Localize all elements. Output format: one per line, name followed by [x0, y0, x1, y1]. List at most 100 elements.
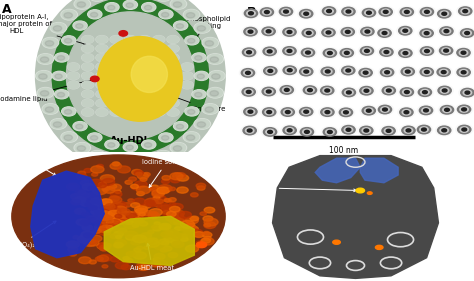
Circle shape — [246, 109, 255, 114]
Circle shape — [302, 29, 315, 37]
Circle shape — [267, 50, 272, 53]
Circle shape — [457, 105, 471, 114]
Circle shape — [171, 143, 185, 152]
Circle shape — [137, 246, 143, 250]
Circle shape — [342, 88, 356, 97]
Circle shape — [264, 29, 273, 34]
Circle shape — [143, 204, 151, 208]
Circle shape — [422, 69, 431, 75]
Circle shape — [366, 109, 371, 112]
Circle shape — [124, 143, 137, 151]
Circle shape — [280, 86, 293, 94]
Circle shape — [158, 185, 172, 192]
Circle shape — [111, 54, 121, 61]
Circle shape — [171, 178, 180, 183]
Circle shape — [82, 54, 93, 61]
Circle shape — [100, 222, 108, 226]
Circle shape — [197, 74, 204, 79]
Circle shape — [241, 69, 255, 77]
Circle shape — [99, 214, 110, 220]
Circle shape — [176, 124, 183, 129]
Circle shape — [405, 70, 410, 73]
Circle shape — [91, 209, 102, 215]
Circle shape — [384, 128, 393, 133]
Circle shape — [386, 89, 391, 92]
Circle shape — [185, 36, 199, 45]
Circle shape — [204, 207, 215, 213]
Circle shape — [126, 251, 136, 257]
Circle shape — [460, 107, 468, 112]
Circle shape — [154, 100, 164, 107]
Circle shape — [287, 129, 292, 132]
Circle shape — [134, 209, 147, 216]
Circle shape — [105, 3, 119, 12]
Circle shape — [110, 213, 121, 219]
Circle shape — [438, 10, 451, 18]
Circle shape — [345, 90, 353, 95]
Circle shape — [195, 23, 210, 32]
Circle shape — [376, 104, 393, 115]
Circle shape — [440, 27, 453, 35]
Circle shape — [93, 187, 107, 195]
Circle shape — [404, 90, 409, 94]
Circle shape — [154, 36, 164, 43]
Circle shape — [148, 212, 160, 218]
Circle shape — [109, 212, 115, 216]
Circle shape — [422, 30, 431, 36]
Circle shape — [208, 55, 222, 64]
Circle shape — [304, 12, 309, 15]
Circle shape — [112, 213, 121, 217]
Circle shape — [268, 69, 273, 72]
Circle shape — [420, 89, 429, 95]
Circle shape — [136, 173, 142, 176]
Circle shape — [326, 129, 334, 135]
Circle shape — [53, 122, 62, 127]
Circle shape — [167, 90, 179, 98]
Circle shape — [145, 143, 152, 147]
Circle shape — [114, 243, 123, 248]
Circle shape — [147, 238, 158, 244]
Circle shape — [53, 26, 62, 31]
Circle shape — [96, 81, 108, 89]
Circle shape — [195, 119, 210, 128]
Circle shape — [153, 190, 159, 193]
Circle shape — [142, 3, 156, 12]
Circle shape — [125, 72, 136, 79]
Circle shape — [201, 238, 214, 245]
Circle shape — [344, 68, 353, 73]
Circle shape — [321, 47, 338, 58]
Circle shape — [124, 221, 137, 229]
Circle shape — [281, 108, 294, 116]
Circle shape — [96, 54, 108, 62]
Circle shape — [323, 109, 332, 115]
Circle shape — [167, 108, 179, 116]
Circle shape — [416, 87, 433, 98]
Circle shape — [111, 72, 121, 79]
Circle shape — [193, 90, 205, 98]
Circle shape — [207, 87, 223, 98]
Circle shape — [131, 185, 141, 190]
Circle shape — [439, 69, 448, 75]
Circle shape — [200, 212, 206, 216]
Circle shape — [91, 135, 98, 140]
Circle shape — [328, 130, 332, 133]
Circle shape — [155, 151, 172, 161]
Text: A: A — [2, 3, 12, 16]
Circle shape — [420, 29, 433, 37]
Circle shape — [168, 90, 178, 98]
Circle shape — [166, 231, 173, 235]
Circle shape — [110, 234, 119, 239]
Circle shape — [96, 90, 108, 98]
Circle shape — [110, 63, 122, 71]
Circle shape — [57, 92, 64, 97]
Circle shape — [323, 88, 331, 93]
Circle shape — [89, 260, 96, 264]
Circle shape — [162, 210, 174, 216]
Circle shape — [261, 46, 278, 57]
Circle shape — [440, 106, 454, 114]
Circle shape — [68, 247, 78, 252]
Circle shape — [244, 9, 257, 17]
Circle shape — [88, 240, 99, 246]
Circle shape — [113, 215, 122, 220]
Circle shape — [97, 255, 109, 262]
